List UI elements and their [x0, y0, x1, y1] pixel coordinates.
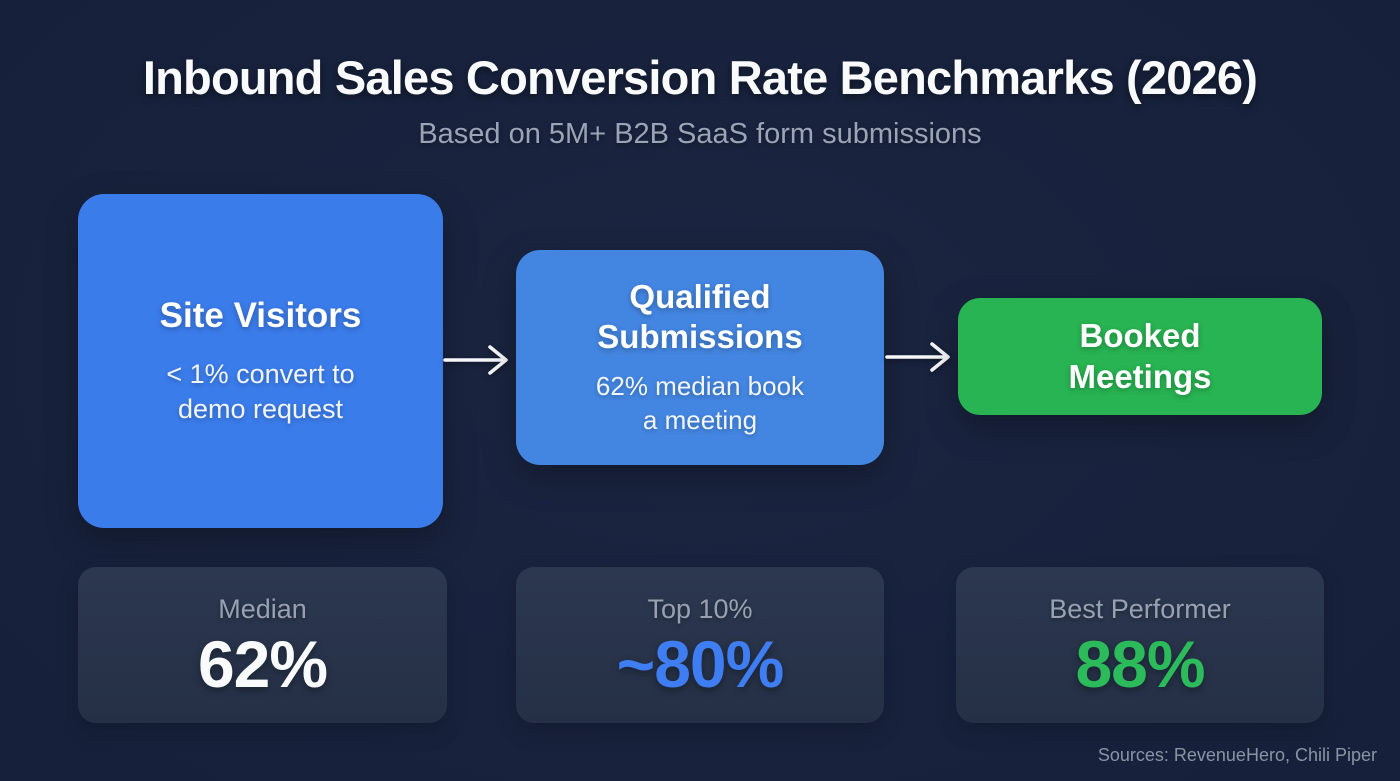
page-title: Inbound Sales Conversion Rate Benchmarks… [142, 51, 1258, 104]
stat-value: 62% [197, 626, 328, 701]
page-subtitle: Based on 5M+ B2B SaaS form submissions [418, 118, 982, 150]
flow-step-title: Site Visitors [159, 295, 362, 335]
stat-card-median: Median 62% [78, 567, 447, 723]
flow-step-title: Booked Meetings [1068, 317, 1212, 395]
stat-card-top-10: Top 10% ~80% [516, 567, 884, 723]
flow-step-site-visitors: Site Visitors < 1% convert to demo reque… [78, 194, 443, 528]
flow-step-description: 62% median book a meeting [595, 371, 805, 436]
flow-step-qualified-submissions: Qualified Submissions 62% median book a … [516, 250, 884, 465]
stat-value: ~80% [616, 626, 785, 701]
stat-value: 88% [1075, 626, 1205, 701]
flow-step-booked-meetings: Booked Meetings [958, 298, 1322, 415]
stat-label: Best Performer [1049, 593, 1231, 624]
flow-arrow-icon [443, 345, 508, 375]
stat-card-best-performer: Best Performer 88% [956, 567, 1324, 723]
flow-step-title: Qualified Submissions [597, 277, 803, 356]
stat-label: Top 10% [647, 593, 753, 624]
flow-arrow-icon [885, 342, 950, 372]
stat-label: Median [218, 593, 307, 624]
sources-note: Sources: RevenueHero, Chili Piper [1097, 745, 1377, 765]
flow-step-description: < 1% convert to demo request [166, 359, 355, 425]
